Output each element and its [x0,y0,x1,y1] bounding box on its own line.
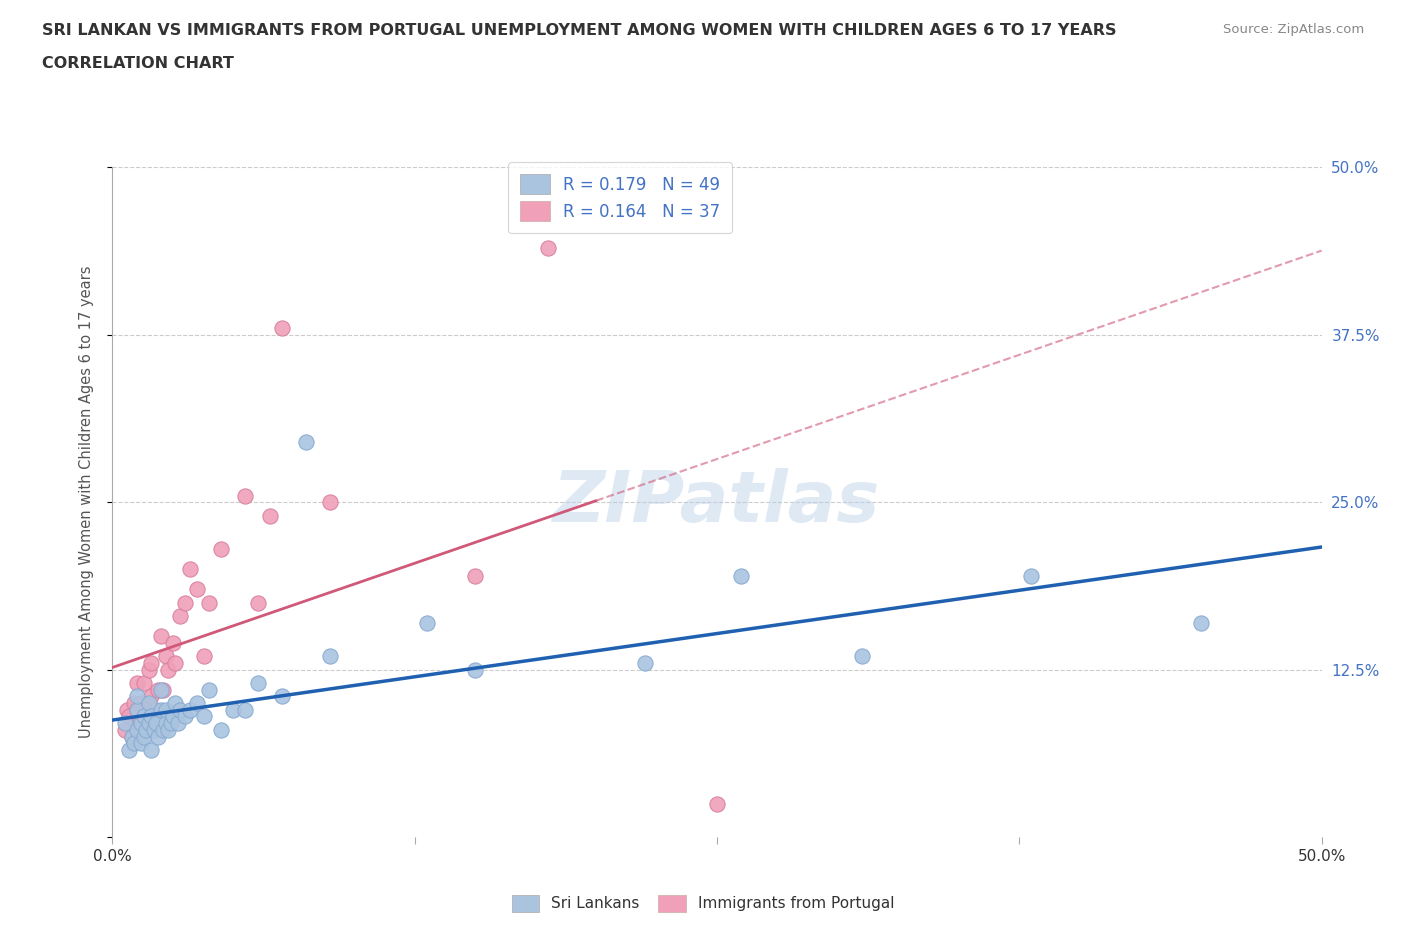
Point [141,742,163,757]
Point [730,568,752,583]
Point [118,742,141,757]
Point [193,709,215,724]
Legend: R = 0.179   N = 49, R = 0.164   N = 37: R = 0.179 N = 49, R = 0.164 N = 37 [509,163,733,233]
Point [132,675,155,690]
Point [135,723,157,737]
Point [138,716,160,731]
Point [851,649,873,664]
Point [259,508,281,523]
Point [149,702,172,717]
Point [157,723,180,737]
Point [145,702,167,717]
Point [155,649,177,664]
Point [149,683,172,698]
Point [121,729,143,744]
Point [209,723,232,737]
Point [270,321,292,336]
Point [209,541,232,556]
Point [149,629,172,644]
Point [174,709,197,724]
Point [131,696,153,711]
Point [122,696,145,711]
Point [142,723,165,737]
Point [179,562,201,577]
Point [165,696,187,711]
Point [235,702,257,717]
Point [155,702,177,717]
Point [246,595,269,610]
Point [169,608,191,623]
Y-axis label: Unemployment Among Women with Children Ages 6 to 17 years: Unemployment Among Women with Children A… [79,266,94,738]
Point [141,709,163,724]
Point [464,568,486,583]
Point [162,709,184,724]
Point [270,689,292,704]
Text: ZIPatlas: ZIPatlas [554,468,880,537]
Point [319,495,342,510]
Point [295,434,318,449]
Text: SRI LANKAN VS IMMIGRANTS FROM PORTUGAL UNEMPLOYMENT AMONG WOMEN WITH CHILDREN AG: SRI LANKAN VS IMMIGRANTS FROM PORTUGAL U… [42,23,1116,38]
Point [125,689,148,704]
Point [1189,616,1212,631]
Point [115,702,138,717]
Point [193,649,215,664]
Point [131,736,153,751]
Point [169,702,191,717]
Point [198,683,221,698]
Point [125,702,148,717]
Point [138,662,160,677]
Point [152,683,174,698]
Point [132,709,155,724]
Point [155,716,177,731]
Point [319,649,342,664]
Point [131,716,153,731]
Point [125,702,148,717]
Point [148,683,170,698]
Point [148,729,170,744]
Point [152,723,174,737]
Point [121,729,143,744]
Point [159,716,181,731]
Point [138,696,160,711]
Point [114,716,136,731]
Point [132,729,155,744]
Point [416,616,439,631]
Point [157,662,180,677]
Point [166,716,188,731]
Legend: Sri Lankans, Immigrants from Portugal: Sri Lankans, Immigrants from Portugal [506,889,900,918]
Point [162,635,184,650]
Point [125,675,148,690]
Point [179,702,201,717]
Point [633,656,655,671]
Point [118,709,141,724]
Point [464,662,486,677]
Point [135,702,157,717]
Point [198,595,221,610]
Point [235,488,257,503]
Point [186,696,208,711]
Text: CORRELATION CHART: CORRELATION CHART [42,56,233,71]
Point [165,656,187,671]
Point [222,702,245,717]
Point [122,736,145,751]
Point [114,723,136,737]
Point [141,656,163,671]
Point [141,689,163,704]
Point [145,716,167,731]
Point [174,595,197,610]
Point [537,240,560,255]
Point [246,675,269,690]
Point [1021,568,1043,583]
Point [125,723,148,737]
Point [706,796,728,811]
Point [128,716,150,731]
Text: Source: ZipAtlas.com: Source: ZipAtlas.com [1223,23,1364,36]
Point [186,582,208,597]
